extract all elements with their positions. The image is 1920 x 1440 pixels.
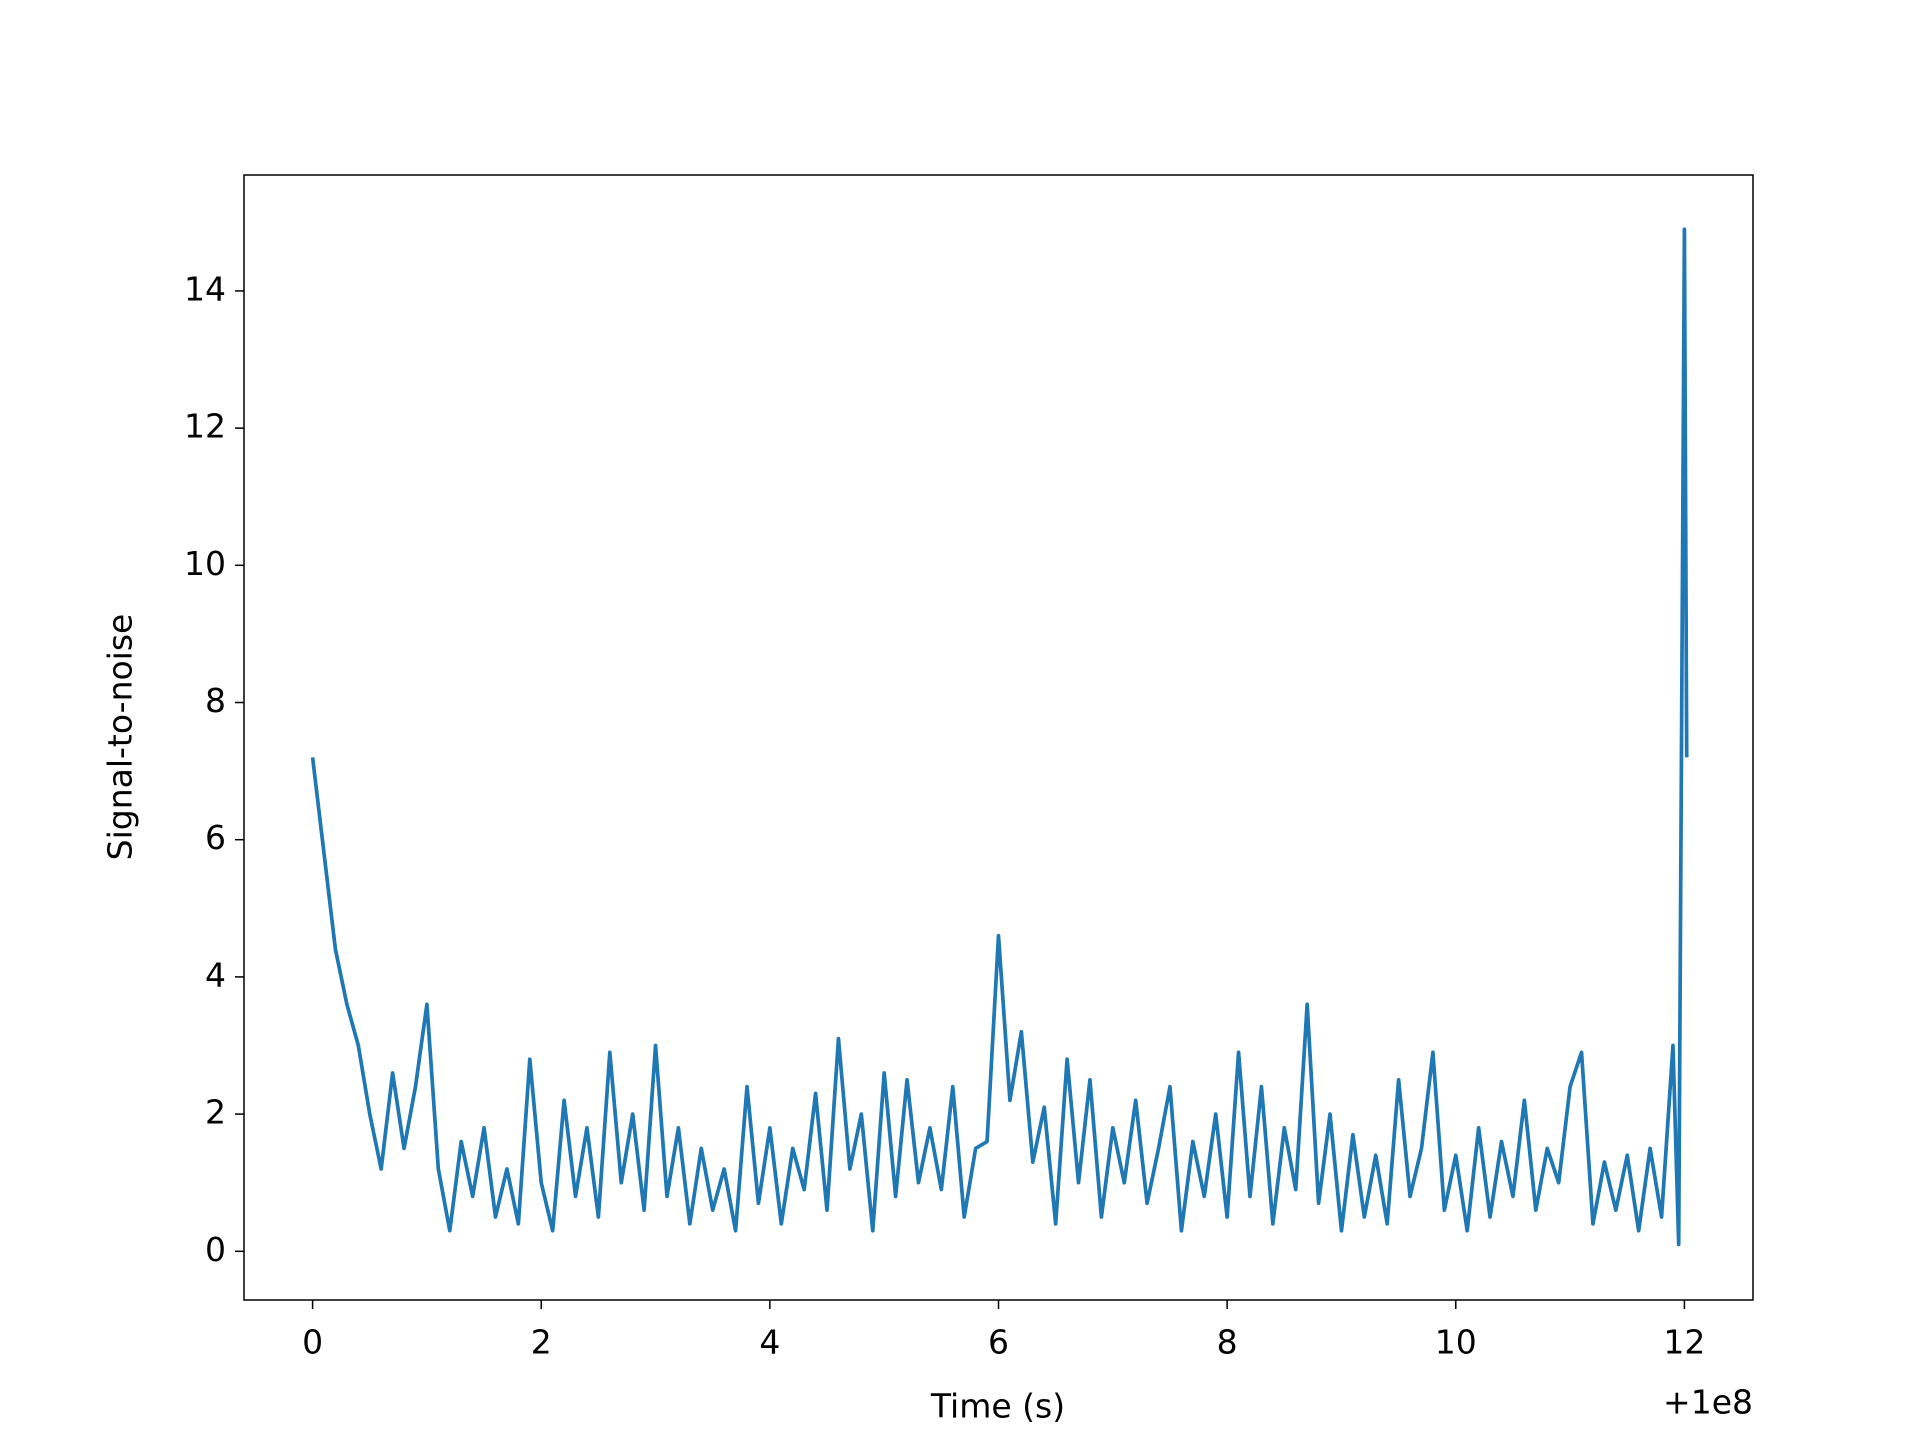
y-tick-label: 0 — [205, 1230, 226, 1269]
x-offset-label: +1e8 — [1663, 1383, 1753, 1422]
x-tick-label: 6 — [988, 1323, 1009, 1362]
y-tick-label: 8 — [205, 681, 226, 720]
x-tick-label: 10 — [1435, 1323, 1477, 1362]
y-tick-label: 4 — [205, 955, 226, 994]
x-tick-label: 12 — [1663, 1323, 1705, 1362]
y-tick-label: 12 — [184, 407, 226, 446]
line — [310, 227, 1689, 1247]
x-tick-label: 2 — [531, 1323, 552, 1362]
y-tick-label: 2 — [205, 1093, 226, 1132]
y-tick-label: 10 — [184, 544, 226, 583]
x-tick-label: 4 — [759, 1323, 780, 1362]
x-tick-label: 0 — [302, 1323, 323, 1362]
plot-frame — [243, 174, 1754, 1301]
x-axis-label: Time (s) — [930, 1387, 1065, 1426]
y-axis-label: Signal-to-noise — [101, 614, 140, 861]
y-tick-label: 6 — [205, 818, 226, 857]
x-tick-label: 8 — [1217, 1323, 1238, 1362]
y-tick-label: 14 — [184, 269, 226, 308]
